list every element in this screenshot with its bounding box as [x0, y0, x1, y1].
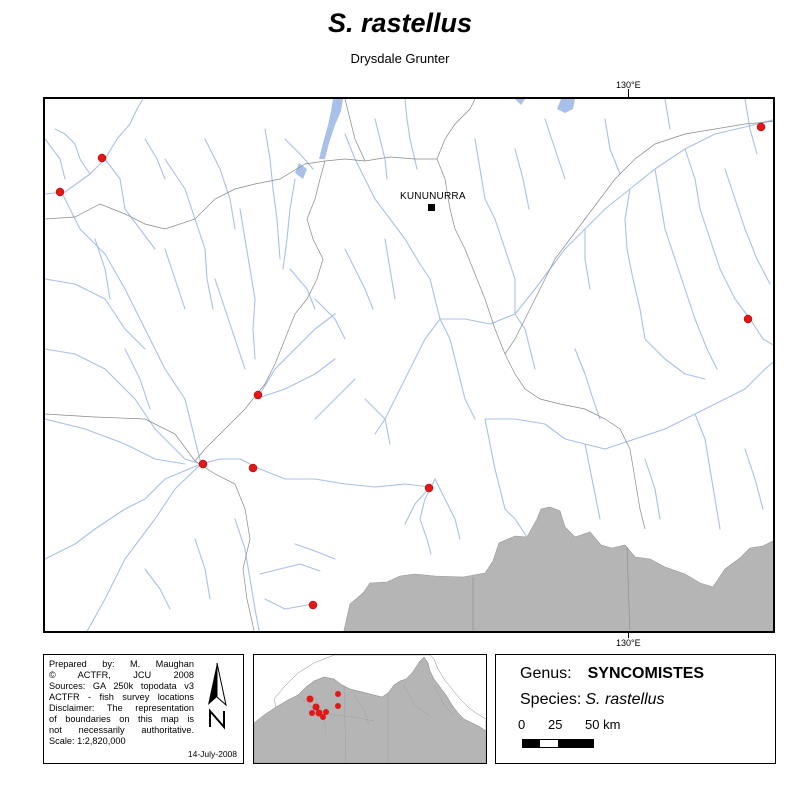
map-subtitle: Drysdale Grunter: [350, 51, 450, 66]
main-map-canvas: [45, 99, 773, 631]
survey-points: [55, 122, 766, 610]
taxon-legend: Genus: SYNCOMISTES Species: S. rastellus 0…: [495, 654, 776, 764]
survey-point: [756, 122, 766, 132]
inset-map-canvas: [254, 655, 486, 763]
river-network: [45, 99, 773, 631]
scale-tick-50: 50 km: [585, 717, 621, 732]
scale-bar: [522, 739, 594, 748]
species-label: Species:: [520, 691, 582, 708]
state-boundaries: [45, 99, 773, 631]
date-label: 14-July-2008: [187, 749, 237, 759]
scale-tick-25: 25: [548, 717, 563, 732]
inset-survey-points: [306, 691, 341, 720]
inset-survey-point: [312, 703, 320, 711]
credits-line: Scale: 1:2,820,000: [49, 736, 126, 746]
estuary-water: [319, 99, 343, 159]
inset-survey-point: [315, 709, 323, 717]
north-arrow-icon: [208, 662, 227, 730]
genus-row: Genus: SYNCOMISTES: [520, 665, 704, 683]
credits-line: Prepared by: M. Maughan: [49, 659, 194, 669]
credits-line: of boundaries on this map is: [49, 714, 194, 724]
credits-line: Disclaimer: The representation: [49, 703, 194, 713]
town-marker: [428, 204, 435, 211]
graticule-label-bottom: 130°E: [616, 638, 641, 648]
survey-point: [743, 314, 753, 324]
grey-land-region: [343, 506, 773, 631]
inset-study-region: [273, 655, 486, 732]
graticule-tick-bottom: [628, 632, 629, 638]
inset-survey-point: [306, 695, 314, 703]
inset-survey-point: [323, 709, 329, 715]
scale-tick-0: 0: [518, 717, 526, 732]
credits-text: Prepared by: M. Maughan © ACTFR, JCU 200…: [49, 659, 194, 747]
credits-line: ACTFR - fish survey locations: [49, 692, 194, 702]
credits-line: not necessarily authoritative.: [49, 725, 194, 735]
inset-survey-point: [335, 691, 341, 697]
credits-box: Prepared by: M. Maughan © ACTFR, JCU 200…: [43, 654, 244, 764]
survey-point: [198, 459, 208, 469]
genus-value: SYNCOMISTES: [587, 665, 705, 682]
inset-survey-point: [320, 714, 326, 720]
inset-locator-map[interactable]: [253, 654, 487, 764]
graticule-tick-top: [628, 89, 629, 97]
inset-survey-point: [335, 703, 341, 709]
survey-point: [308, 600, 318, 610]
species-row: Species: S. rastellus: [520, 691, 665, 709]
survey-point: [97, 153, 107, 163]
survey-point: [253, 390, 263, 400]
main-map[interactable]: KUNUNURRA: [43, 97, 775, 633]
scale-bar-segments: [523, 740, 593, 747]
species-value: S. rastellus: [585, 691, 665, 708]
survey-point: [248, 463, 258, 473]
map-title: S. rastellus: [327, 8, 473, 38]
credits-line: © ACTFR, JCU 2008: [49, 670, 194, 680]
survey-point: [424, 483, 434, 493]
genus-label: Genus:: [520, 665, 572, 682]
graticule-label-top: 130°E: [616, 80, 641, 90]
credits-line: Sources: GA 250k topodata v3: [49, 681, 194, 691]
inset-survey-point: [309, 710, 315, 716]
survey-point: [55, 187, 65, 197]
town-label: KUNUNURRA: [400, 191, 466, 202]
